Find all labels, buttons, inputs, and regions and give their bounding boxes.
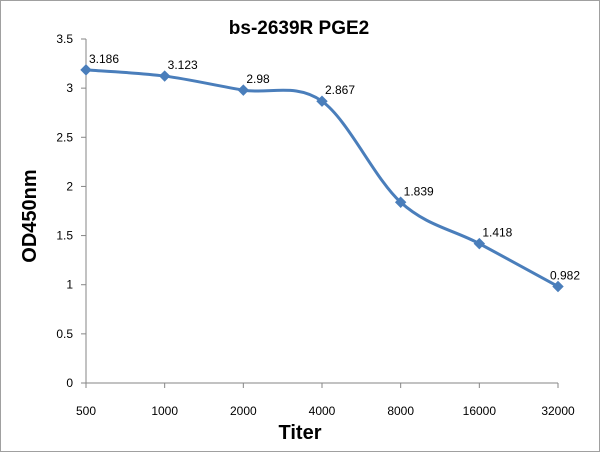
y-axis-title: OD450nm [19,169,41,262]
y-tick-labels: 0 0.5 1 1.5 2 2.5 3 3.5 [56,32,73,390]
y-tick-label: 2 [66,179,73,193]
x-tick-label: 500 [76,404,96,418]
data-point-marker [158,70,171,82]
y-tick-label: 3 [66,81,73,95]
data-labels: 3.186 3.123 2.98 2.867 1.839 1.418 0.982 [89,52,580,283]
data-point-marker [394,196,407,208]
data-label: 2.867 [325,83,355,97]
x-tick-label: 32000 [541,404,575,418]
x-tick-label: 4000 [309,404,336,418]
data-point-marker [237,84,250,96]
y-tick-label: 1 [66,278,73,292]
chart-title: bs-2639R PGE2 [229,18,369,39]
y-tick-label: 2.5 [56,130,73,144]
x-tick-label: 2000 [230,404,257,418]
x-axis-title: Titer [279,422,322,444]
x-tick-label: 16000 [463,404,497,418]
data-point-marker [473,237,486,250]
axes [81,38,559,388]
data-point-marker [316,95,328,107]
y-tick-label: 0 [66,376,73,390]
y-tick-label: 0.5 [56,327,73,341]
series-group [80,64,564,293]
data-label: 1.418 [482,226,512,240]
data-label: 2.98 [246,72,270,86]
data-label: 3.186 [89,52,119,66]
data-point-marker [80,64,92,76]
x-tick-label: 8000 [387,404,414,418]
data-label: 1.839 [404,184,434,198]
x-tick-labels: 500 1000 2000 4000 8000 16000 32000 [76,404,575,418]
x-tick-label: 1000 [151,404,178,418]
y-tick-label: 3.5 [56,32,73,46]
y-tick-label: 1.5 [56,229,73,243]
data-point-marker [552,280,564,293]
data-label: 3.123 [168,58,198,72]
data-label: 0.982 [550,268,580,282]
